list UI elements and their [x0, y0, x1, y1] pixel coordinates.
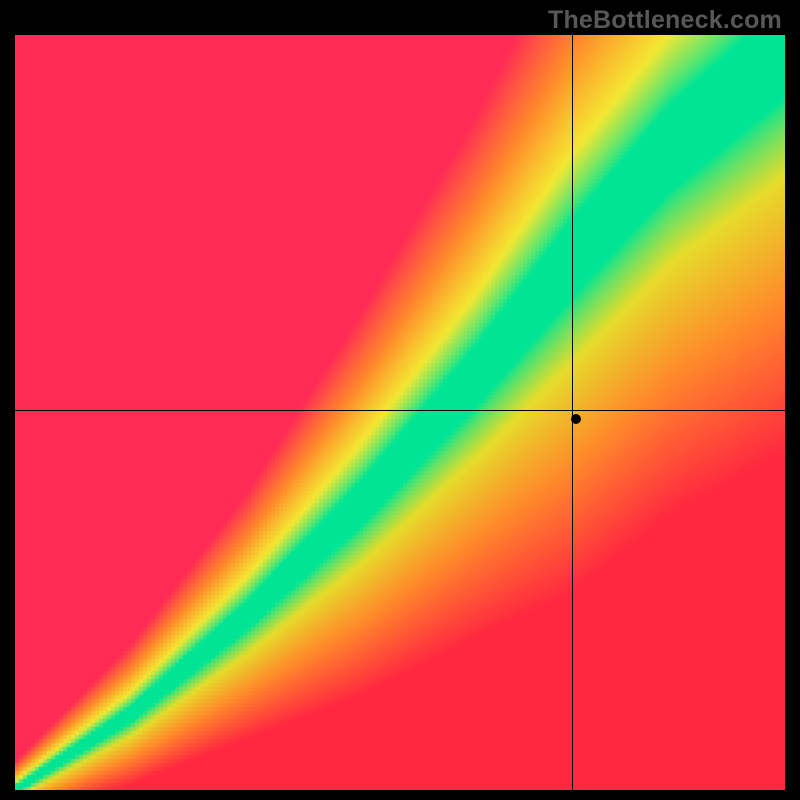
watermark-text: TheBottleneck.com — [548, 6, 782, 35]
chart-container: TheBottleneck.com — [0, 0, 800, 800]
marker-dot — [571, 414, 581, 424]
crosshair-horizontal — [15, 410, 785, 411]
heatmap-canvas — [15, 35, 785, 790]
plot-area — [15, 35, 785, 790]
crosshair-vertical — [572, 35, 573, 790]
